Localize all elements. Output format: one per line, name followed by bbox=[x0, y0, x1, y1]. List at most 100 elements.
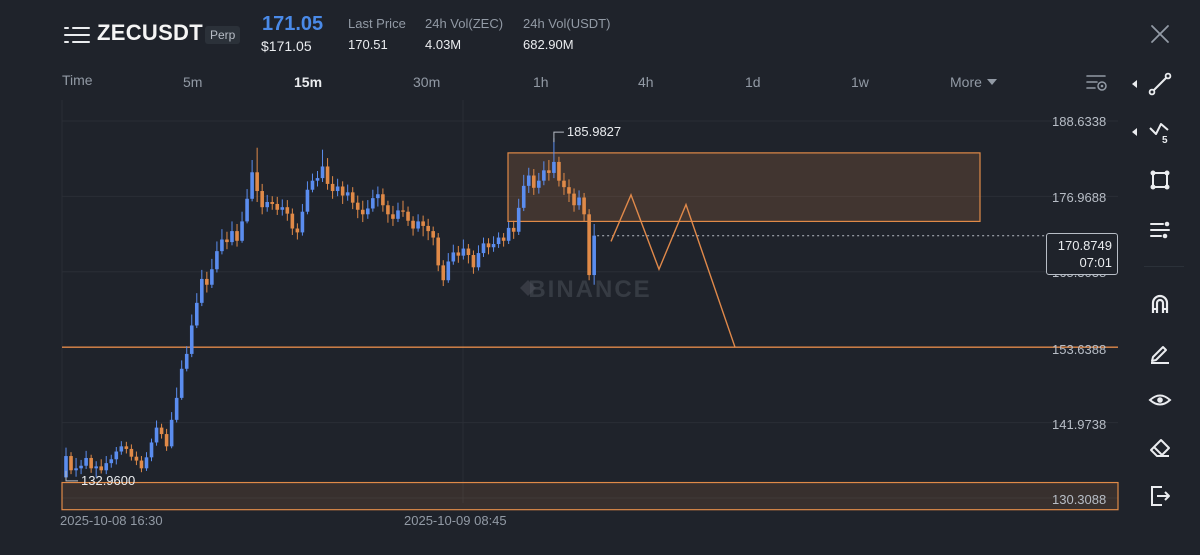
eraser-tool[interactable] bbox=[1142, 430, 1178, 466]
candle-body bbox=[506, 227, 511, 241]
tab-1w[interactable]: 1w bbox=[851, 74, 869, 90]
tab-30m[interactable]: 30m bbox=[413, 74, 441, 90]
drawing-toolbar: 5 bbox=[1128, 66, 1200, 555]
candle-body bbox=[557, 161, 561, 181]
candle bbox=[84, 450, 88, 469]
candle-body bbox=[371, 198, 375, 209]
candle-body bbox=[577, 197, 581, 206]
rectangle-icon bbox=[1150, 170, 1170, 190]
candle bbox=[189, 314, 194, 358]
candle-body bbox=[305, 189, 310, 212]
candle bbox=[270, 196, 275, 210]
current-price-value: 170.8749 bbox=[1057, 238, 1112, 253]
candle bbox=[355, 195, 360, 219]
candle bbox=[562, 172, 566, 195]
candle bbox=[94, 461, 98, 478]
candle-body bbox=[69, 456, 73, 471]
candle bbox=[149, 438, 154, 462]
candle-body bbox=[466, 248, 471, 256]
fibonacci-tool[interactable]: 5 bbox=[1132, 114, 1178, 150]
time-label[interactable]: Time bbox=[62, 72, 93, 88]
candle bbox=[275, 196, 280, 215]
candle-body bbox=[340, 186, 345, 196]
candle-body bbox=[345, 192, 350, 196]
candle-body bbox=[386, 205, 390, 215]
tab-4h[interactable]: 4h bbox=[638, 74, 654, 90]
tab-1h[interactable]: 1h bbox=[533, 74, 549, 90]
candle-body bbox=[431, 231, 435, 238]
candle-body bbox=[491, 244, 496, 248]
candle bbox=[300, 203, 305, 236]
tab-5m[interactable]: 5m bbox=[183, 74, 203, 90]
tab-15m[interactable]: 15m bbox=[294, 74, 323, 90]
candle-body bbox=[285, 207, 290, 214]
current-price-box: 170.8749 07:01 bbox=[1046, 233, 1118, 275]
candle bbox=[381, 188, 385, 212]
candlestick-chart[interactable]: BINANCE 185.9827 132.9600 bbox=[0, 100, 1120, 515]
candle bbox=[139, 456, 144, 473]
candle-body bbox=[109, 459, 114, 464]
low-marker bbox=[65, 470, 78, 482]
candle-body bbox=[310, 180, 315, 190]
candle-body bbox=[89, 457, 93, 469]
magnet-icon bbox=[1151, 294, 1169, 313]
candle-body bbox=[94, 466, 98, 469]
candle bbox=[491, 236, 496, 252]
candle-body bbox=[84, 457, 88, 466]
chevron-down-icon bbox=[986, 79, 997, 85]
candle bbox=[516, 198, 521, 235]
candle-body bbox=[587, 214, 591, 276]
price-tick-5: 130.3088 bbox=[1052, 492, 1107, 507]
candle bbox=[537, 172, 541, 194]
binance-logo-icon bbox=[520, 280, 536, 296]
candle bbox=[164, 428, 169, 451]
candle bbox=[471, 250, 476, 274]
candle-body bbox=[220, 239, 224, 252]
symbol-name[interactable]: ZECUSDT bbox=[97, 20, 203, 45]
fibonacci-icon: 5 bbox=[1149, 123, 1169, 144]
candle-body bbox=[486, 243, 491, 248]
eye-tool[interactable] bbox=[1142, 382, 1178, 418]
indicators-tool[interactable] bbox=[1142, 212, 1178, 248]
candle bbox=[179, 360, 184, 400]
price-chart[interactable]: BINANCE 185.9827 132.9600 bbox=[0, 100, 1120, 515]
close-icon[interactable] bbox=[1148, 22, 1172, 46]
menu-list-icon[interactable] bbox=[64, 24, 90, 46]
candle bbox=[366, 200, 370, 219]
chart-settings-icon[interactable] bbox=[1085, 73, 1109, 93]
candle-body bbox=[149, 442, 154, 458]
candle-body bbox=[215, 251, 219, 270]
candle bbox=[305, 181, 310, 215]
candle bbox=[486, 238, 491, 255]
candle bbox=[69, 452, 73, 475]
candle-body bbox=[200, 278, 204, 303]
candle-body bbox=[225, 239, 229, 243]
candle-body bbox=[255, 172, 259, 192]
candle bbox=[330, 176, 335, 199]
exit-tool[interactable] bbox=[1142, 478, 1178, 514]
candle-body bbox=[481, 243, 486, 254]
candle-body bbox=[401, 210, 405, 212]
pencil-tool[interactable] bbox=[1142, 334, 1178, 370]
candle bbox=[255, 147, 259, 203]
candle-body bbox=[552, 161, 556, 173]
tab-more[interactable]: More bbox=[950, 74, 997, 90]
time-tick-1: 2025-10-09 08:45 bbox=[404, 513, 507, 528]
candle-body bbox=[74, 468, 78, 471]
candle-body bbox=[194, 302, 199, 326]
candle bbox=[501, 233, 506, 247]
candle-body bbox=[330, 183, 335, 192]
magnet-tool[interactable] bbox=[1142, 286, 1178, 322]
candle-body bbox=[79, 465, 83, 469]
candle bbox=[240, 211, 244, 243]
candle-body bbox=[275, 203, 280, 210]
candle-body bbox=[451, 252, 456, 262]
candle bbox=[401, 200, 405, 217]
candle bbox=[376, 186, 380, 207]
tab-1d[interactable]: 1d bbox=[745, 74, 761, 90]
candle-body bbox=[511, 227, 516, 232]
candle bbox=[159, 423, 164, 439]
rectangle-tool[interactable] bbox=[1142, 162, 1178, 198]
candle bbox=[582, 192, 586, 222]
trendline-tool[interactable] bbox=[1132, 66, 1178, 102]
